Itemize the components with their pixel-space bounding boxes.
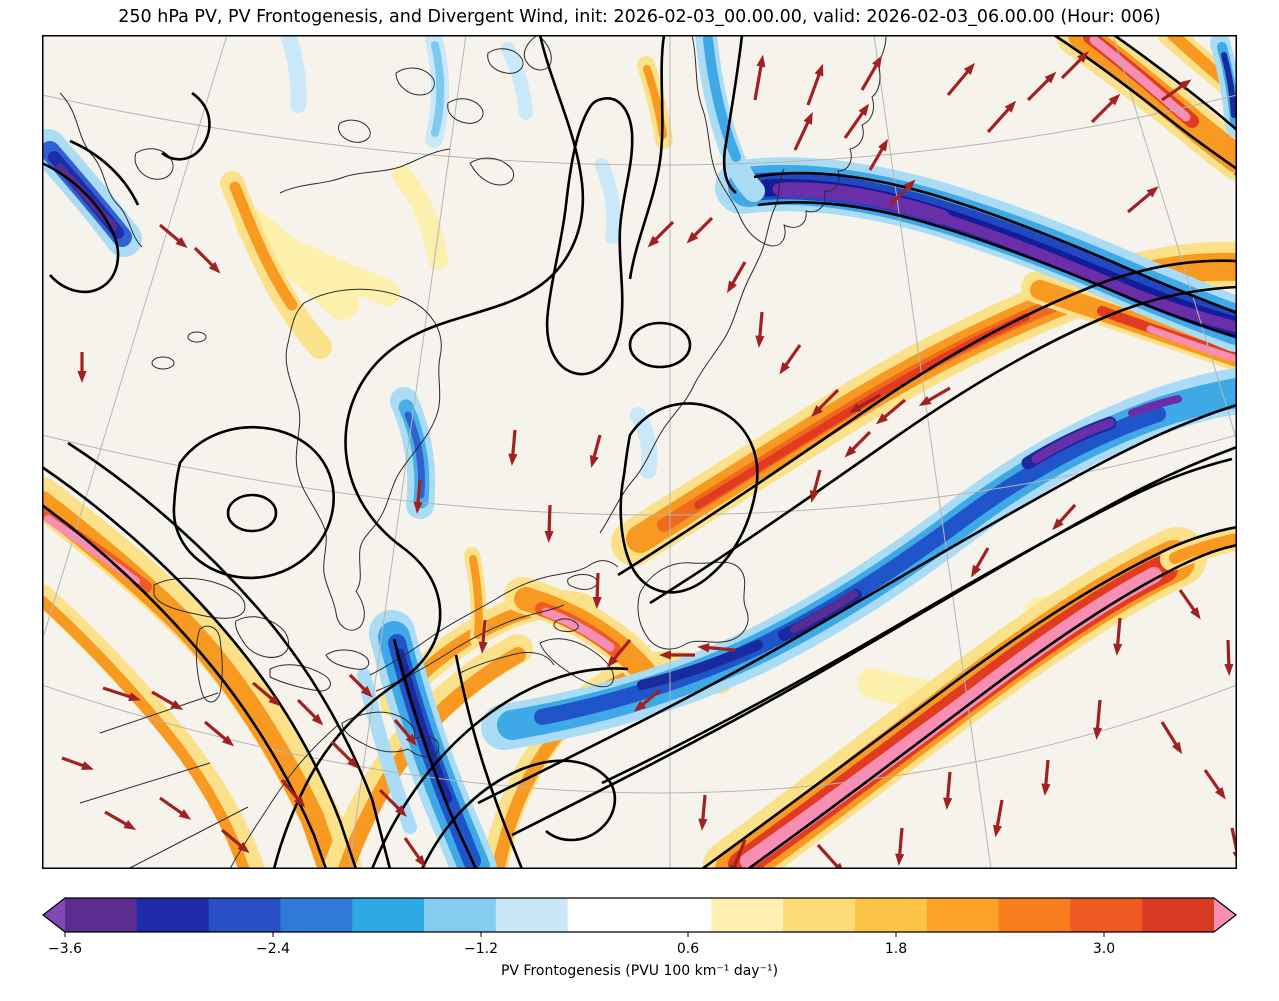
colorbar-tick-label: 1.8: [884, 941, 908, 957]
coastlines: [59, 35, 887, 869]
colorbar-segment: [1142, 898, 1215, 932]
colorbar-segment: [424, 898, 497, 932]
colorbar-under-arrow: [43, 898, 65, 932]
colorbar-tick-label: 0.6: [676, 941, 700, 957]
colorbar-segment: [567, 898, 641, 932]
colorbar-segment: [783, 898, 856, 932]
colorbar-label: PV Frontogenesis (PVU 100 km⁻¹ day⁻¹): [500, 963, 779, 979]
colorbar-segment: [998, 898, 1071, 932]
colorbar-over-arrow: [1214, 898, 1236, 932]
colorbar-outline: [42, 897, 1237, 933]
colorbar-segment: [1070, 898, 1143, 932]
plot-title: 250 hPa PV, PV Frontogenesis, and Diverg…: [118, 7, 1161, 27]
colorbar-segment: [854, 898, 928, 932]
colorbar-segment: [65, 898, 138, 932]
map-canvas: [42, 35, 1237, 869]
colorbar-tick-label: 3.0: [1092, 941, 1116, 957]
colorbar-tick-label: −2.4: [256, 941, 290, 957]
colorbar-segment: [208, 898, 282, 932]
graticule: [42, 35, 1237, 869]
colorbar-segment: [495, 898, 569, 932]
pv-contours: [42, 35, 1237, 869]
colorbar-tick-labels: −3.6 −2.4 −1.2 0.6 1.8 3.0: [42, 941, 1237, 959]
colorbar-segment: [280, 898, 353, 932]
colorbar-segment: [639, 898, 712, 932]
colorbar: [42, 897, 1237, 937]
colorbar-segment: [711, 898, 784, 932]
map-frame: [42, 35, 1237, 869]
wind-arrows: [61, 51, 1237, 869]
colorbar-segment: [136, 898, 210, 932]
colorbar-segment: [926, 898, 1000, 932]
colorbar-tick-label: −1.2: [464, 941, 498, 957]
colorbar-segment: [352, 898, 425, 932]
colorbar-tick-label: −3.6: [48, 941, 82, 957]
